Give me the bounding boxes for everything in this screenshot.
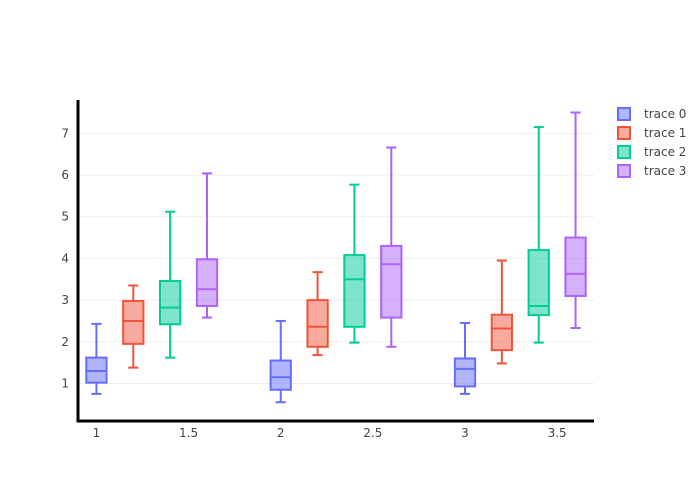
y-tick-label: 4 bbox=[61, 251, 69, 265]
box-mark bbox=[306, 271, 329, 357]
series-trace-2 bbox=[159, 126, 550, 359]
legend-swatch bbox=[617, 145, 631, 159]
box-iqr bbox=[269, 359, 292, 391]
box-mark bbox=[343, 183, 366, 344]
axes bbox=[76, 100, 594, 423]
legend-label: trace 2 bbox=[644, 145, 686, 159]
legend-swatch bbox=[617, 107, 631, 121]
x-tick-label: 1.5 bbox=[179, 426, 198, 440]
legend-swatch bbox=[617, 126, 631, 140]
box-iqr bbox=[564, 236, 587, 297]
y-tick-labels: 1 2 3 4 5 6 7 bbox=[61, 126, 69, 390]
box-iqr bbox=[159, 279, 182, 326]
legend-item: trace 0 bbox=[617, 107, 686, 121]
box-iqr bbox=[122, 299, 145, 345]
y-tick-label: 2 bbox=[61, 335, 69, 349]
legend-swatch bbox=[617, 164, 631, 178]
box-mark bbox=[159, 210, 182, 359]
gridlines bbox=[78, 132, 594, 384]
box-iqr bbox=[527, 249, 550, 317]
box-mark bbox=[269, 319, 292, 404]
box-mark bbox=[453, 322, 477, 395]
series-trace-3 bbox=[195, 111, 587, 348]
legend-item: trace 2 bbox=[617, 145, 686, 159]
box-mark bbox=[195, 172, 219, 319]
box-iqr bbox=[195, 258, 219, 307]
box-iqr bbox=[343, 254, 366, 328]
legend-item: trace 1 bbox=[617, 126, 686, 140]
plot-area bbox=[85, 111, 587, 404]
box-iqr bbox=[453, 357, 477, 388]
box-mark bbox=[527, 126, 550, 344]
y-tick-label: 1 bbox=[61, 376, 69, 390]
x-tick-label: 3.5 bbox=[548, 426, 567, 440]
legend-label: trace 0 bbox=[644, 107, 686, 121]
box-mark bbox=[490, 259, 513, 365]
x-tick-labels: 1 1.5 2 2.5 3 3.5 bbox=[93, 426, 567, 440]
y-tick-label: 7 bbox=[61, 126, 69, 140]
series-trace-0 bbox=[85, 319, 477, 404]
legend-item: trace 3 bbox=[617, 164, 686, 178]
legend: trace 0 trace 1 trace 2 trace 3 bbox=[617, 107, 686, 178]
box-iqr bbox=[490, 313, 513, 352]
box-mark bbox=[380, 146, 403, 348]
box-mark bbox=[85, 322, 108, 395]
box-iqr bbox=[306, 299, 329, 348]
x-tick-label: 2 bbox=[277, 426, 285, 440]
box-mark bbox=[122, 284, 145, 369]
x-tick-label: 2.5 bbox=[363, 426, 382, 440]
y-tick-label: 5 bbox=[61, 210, 69, 224]
box-mark bbox=[564, 111, 587, 330]
x-tick-label: 3 bbox=[461, 426, 469, 440]
legend-label: trace 3 bbox=[644, 164, 686, 178]
x-tick-label: 1 bbox=[93, 426, 101, 440]
y-tick-label: 3 bbox=[61, 293, 69, 307]
legend-label: trace 1 bbox=[644, 126, 686, 140]
y-tick-label: 6 bbox=[61, 168, 69, 182]
box-iqr bbox=[380, 244, 403, 319]
series-trace-1 bbox=[122, 259, 513, 369]
